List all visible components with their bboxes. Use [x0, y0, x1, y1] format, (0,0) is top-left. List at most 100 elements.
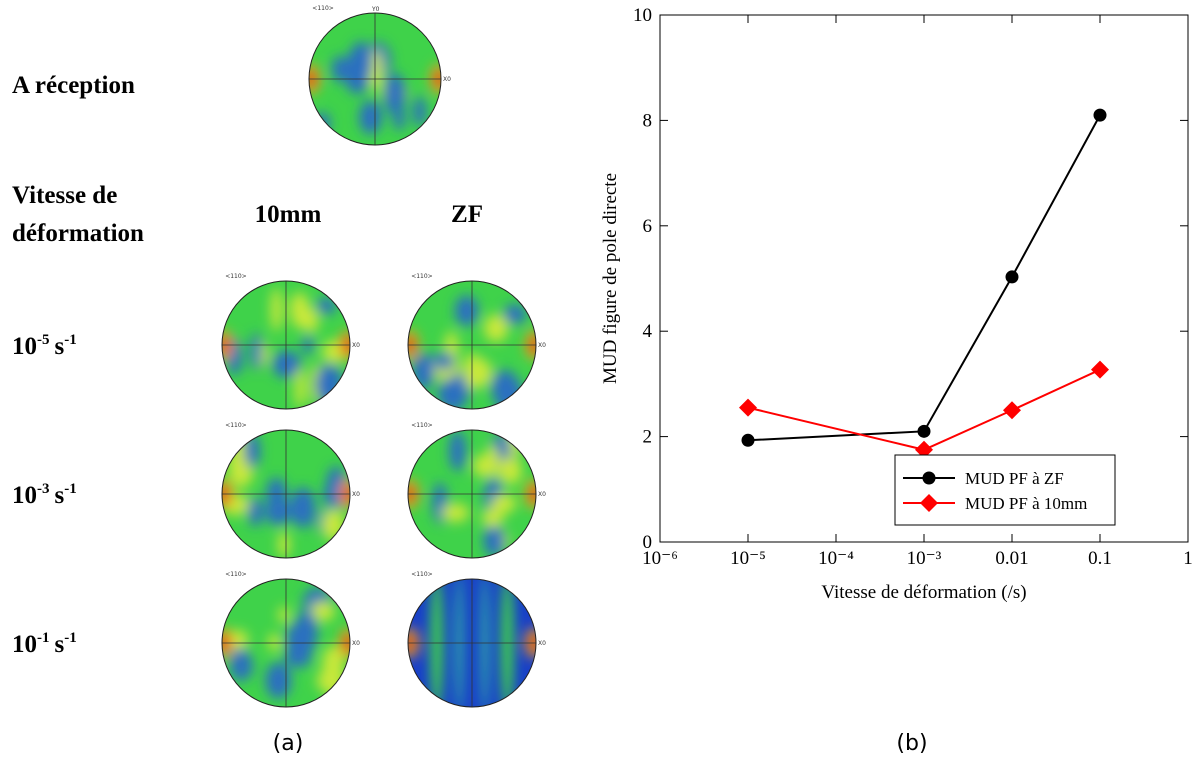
y-tick-label: 8 — [643, 110, 653, 131]
blob — [412, 353, 435, 390]
superscript: -1 — [64, 332, 77, 348]
pole-label: <110> — [411, 422, 433, 429]
pole-label: <110> — [225, 422, 247, 429]
pole-figure: <110> X0 Y0 — [308, 5, 451, 146]
rate-label: 10-1 s-1 — [12, 630, 77, 658]
y-tick-label: 2 — [643, 427, 653, 448]
blob — [314, 112, 331, 135]
blob — [244, 433, 260, 468]
series-line — [747, 368, 1101, 451]
rim — [308, 12, 442, 146]
legend-label: MUD PF à ZF — [965, 469, 1064, 488]
blob — [368, 49, 383, 92]
blob — [321, 508, 345, 541]
panel-a: A réception Vitesse de déformation 10mm … — [12, 72, 483, 756]
x-tick-label: 1 — [1183, 548, 1193, 569]
blobs — [309, 41, 441, 135]
blob — [481, 508, 504, 528]
column-heading: ZF — [451, 201, 483, 228]
blob — [278, 530, 290, 558]
blob — [346, 71, 369, 94]
pole-figure: <110> X0 — [407, 571, 546, 708]
legend-label: MUD PF à 10mm — [965, 494, 1087, 513]
legend-box — [894, 454, 1116, 526]
blob — [331, 55, 348, 83]
blob — [230, 652, 253, 681]
marker — [739, 398, 757, 417]
pole-label: <110> — [225, 571, 247, 578]
x-tick-label: 10⁻⁵ — [730, 548, 766, 569]
superscript: -3 — [37, 481, 50, 497]
blob — [472, 454, 495, 478]
y-tick-label: 0 — [643, 532, 653, 553]
marker — [1091, 360, 1109, 379]
marker — [1093, 108, 1107, 122]
pole-label: X0 — [538, 342, 546, 349]
blob — [270, 287, 283, 332]
blob — [359, 100, 382, 135]
pole-figure: <110> X0 — [407, 273, 546, 410]
x-tick-label: 0.01 — [995, 548, 1028, 569]
x-tick-label: 0.1 — [1088, 548, 1112, 569]
x-axis-label: Vitesse de déformation (/s) — [821, 582, 1026, 603]
marker — [741, 433, 755, 447]
legend-marker — [922, 471, 936, 485]
pole-label: Y0 — [371, 6, 380, 13]
panel-b: (b) — [896, 731, 927, 756]
legend-marker — [920, 494, 938, 512]
rim — [221, 280, 351, 410]
pole-label: <110> — [225, 273, 247, 280]
text: s — [55, 482, 65, 509]
text: s — [55, 333, 65, 360]
rim — [407, 429, 537, 559]
blob — [503, 304, 527, 325]
blob — [316, 297, 337, 314]
marker — [915, 440, 933, 459]
pole-figure: <110> X0 — [221, 422, 360, 559]
superscript: -1 — [64, 630, 77, 646]
blob — [248, 497, 263, 527]
y-axis-label: MUD figure de pole directe — [600, 173, 621, 384]
superscript: -1 — [64, 481, 77, 497]
blob — [483, 314, 509, 343]
blob — [435, 352, 455, 371]
pole-label: <110> — [312, 5, 334, 12]
text: 10 — [12, 333, 37, 360]
rim — [407, 280, 537, 410]
pole-label: X0 — [352, 342, 360, 349]
text: 10 — [12, 631, 37, 658]
pole-label: X0 — [538, 491, 546, 498]
text: s — [55, 631, 65, 658]
blob — [226, 434, 245, 453]
blob — [464, 352, 482, 390]
rate-label: 10-3 s-1 — [12, 481, 77, 509]
rim — [221, 429, 351, 559]
blob — [413, 96, 426, 127]
caption: (b) — [896, 731, 927, 756]
pole-label: X0 — [352, 640, 360, 647]
marker — [1005, 270, 1019, 284]
y-tick-label: 10 — [633, 5, 652, 26]
blob — [268, 633, 281, 652]
x-tick-label: 10⁻⁴ — [818, 548, 854, 569]
rim — [221, 578, 351, 708]
rim — [407, 578, 537, 708]
blob — [291, 306, 320, 330]
blob — [250, 332, 262, 371]
rate-label: 10-5 s-1 — [12, 332, 77, 360]
superscript: -1 — [37, 630, 50, 646]
rate-heading: Vitesse de — [12, 182, 117, 209]
y-tick-label: 4 — [643, 321, 653, 342]
x-tick-label: 10⁻³ — [907, 548, 942, 569]
as-received-label: A réception — [12, 72, 135, 99]
blob — [278, 606, 290, 624]
pole-figure: <110> X0 — [221, 273, 360, 410]
superscript: -5 — [37, 332, 50, 348]
blobs — [222, 287, 350, 409]
pole-figure: <110> X0 — [221, 571, 360, 708]
pole-figure: <110> X0 — [407, 422, 546, 559]
pole-label: X0 — [443, 76, 451, 83]
x-tick-label: 10⁻⁶ — [642, 548, 678, 569]
blob — [322, 645, 345, 684]
